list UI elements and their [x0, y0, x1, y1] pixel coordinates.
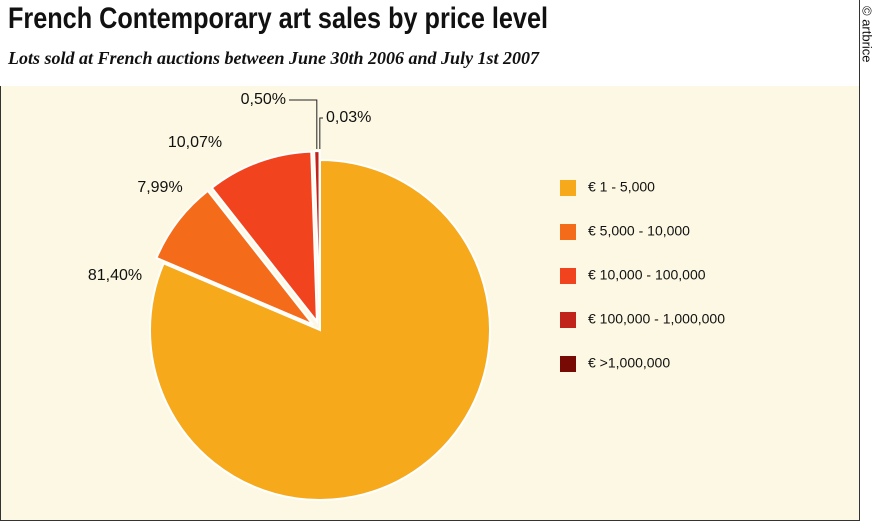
- data-label: 0,50%: [241, 91, 286, 108]
- header-band: [0, 0, 859, 86]
- legend-swatch: [560, 312, 576, 328]
- legend-label: € >1,000,000: [588, 355, 670, 371]
- chart-title: French Contemporary art sales by price l…: [8, 2, 548, 35]
- legend-swatch: [560, 224, 576, 240]
- chart-subtitle: Lots sold at French auctions between Jun…: [7, 48, 540, 68]
- data-label: 81,40%: [88, 267, 142, 284]
- legend-label: € 1 - 5,000: [588, 179, 655, 195]
- leader-line: [289, 99, 318, 150]
- legend-label: € 10,000 - 100,000: [588, 267, 706, 283]
- data-label: 0,03%: [326, 109, 371, 126]
- pie-slice: [149, 158, 491, 501]
- legend-swatch: [560, 356, 576, 372]
- pie-slice: [210, 150, 319, 325]
- legend-label: € 5,000 - 10,000: [588, 223, 690, 239]
- legend-swatch: [560, 268, 576, 284]
- credit: © artbrice: [860, 6, 874, 63]
- legend-swatch: [560, 180, 576, 196]
- leader-line: [319, 117, 323, 150]
- data-label: 10,07%: [168, 134, 222, 151]
- data-label: 7,99%: [137, 179, 182, 196]
- pie-slice: [155, 189, 314, 326]
- legend-label: € 100,000 - 1,000,000: [588, 311, 725, 327]
